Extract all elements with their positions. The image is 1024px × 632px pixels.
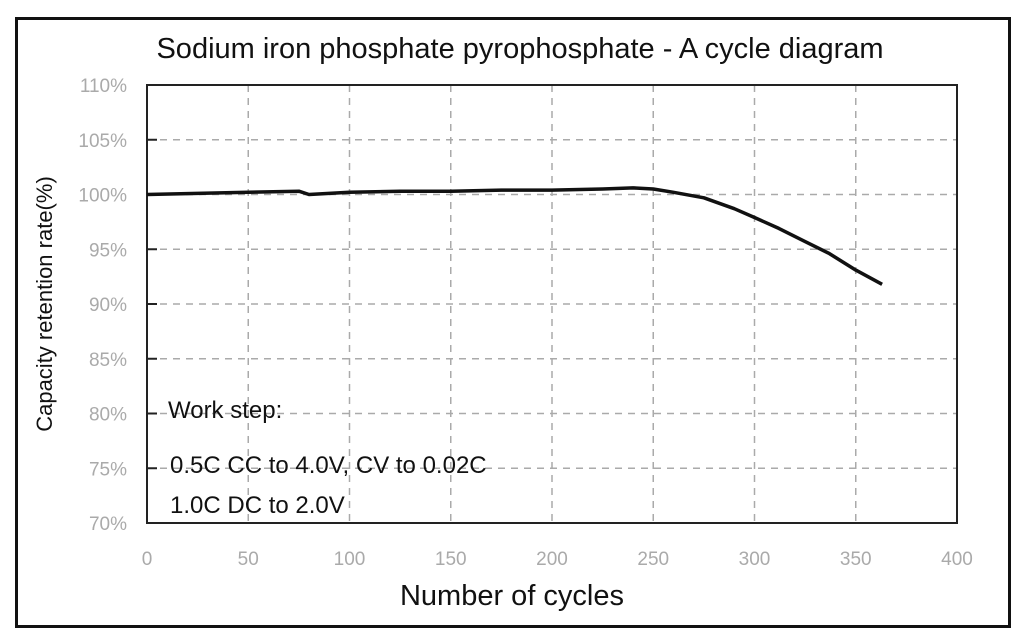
y-tick-label: 110% xyxy=(80,76,127,97)
y-axis-label: Capacity retention rate(%) xyxy=(32,176,57,432)
x-tick-label: 250 xyxy=(637,549,669,570)
annotation-discharge-step: 1.0C DC to 2.0V xyxy=(170,492,345,519)
series-line xyxy=(146,186,883,286)
x-tick-label: 200 xyxy=(536,549,568,570)
y-tick-label: 95% xyxy=(89,240,127,261)
x-axis-label: Number of cycles xyxy=(400,580,624,612)
x-tick-label: 0 xyxy=(142,549,153,570)
y-tick-label: 90% xyxy=(89,295,127,316)
x-tick-label: 100 xyxy=(334,549,366,570)
y-tick-label: 100% xyxy=(78,186,127,207)
chart-title: Sodium iron phosphate pyrophosphate - A … xyxy=(156,33,883,65)
plot-area-border xyxy=(146,84,958,524)
x-tick-label: 300 xyxy=(739,549,771,570)
x-tick-label: 400 xyxy=(941,549,973,570)
annotation-charge-step: 0.5C CC to 4.0V, CV to 0.02C xyxy=(170,452,487,479)
y-tick-label: 105% xyxy=(78,131,127,152)
x-tick-label: 50 xyxy=(238,549,259,570)
chart-frame xyxy=(15,17,1011,628)
y-tick-label: 70% xyxy=(89,514,127,535)
y-tick-label: 80% xyxy=(89,405,127,426)
y-tick-label: 85% xyxy=(89,350,127,371)
y-tick-label: 75% xyxy=(89,459,127,480)
x-tick-label: 350 xyxy=(840,549,872,570)
x-tick-label: 150 xyxy=(435,549,467,570)
annotation-work-step: Work step: xyxy=(168,397,282,424)
